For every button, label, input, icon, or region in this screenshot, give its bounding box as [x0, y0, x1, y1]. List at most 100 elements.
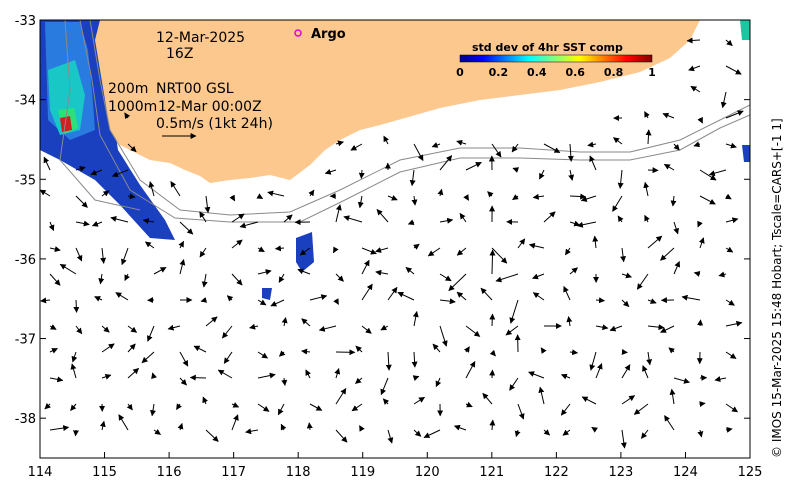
current-vector [633, 403, 649, 415]
current-vector [141, 351, 155, 364]
y-tick-label: -34 [15, 94, 36, 109]
current-vector [528, 242, 545, 249]
current-vector [124, 112, 131, 120]
current-vector [278, 273, 285, 283]
current-vector [509, 299, 519, 324]
current-vector [435, 377, 442, 388]
current-vector [609, 325, 623, 332]
current-vector [512, 167, 520, 173]
colorbar-tick-label: 0 [456, 66, 464, 79]
current-vector [725, 403, 738, 413]
current-vector [71, 351, 78, 363]
current-vector [495, 273, 519, 283]
current-vector [423, 429, 441, 438]
current-vector [482, 392, 493, 405]
current-vector [48, 221, 55, 232]
current-vector [127, 367, 140, 379]
current-vector [563, 285, 571, 301]
current-vector [668, 347, 675, 354]
current-vector [669, 388, 676, 405]
current-vector [725, 246, 734, 253]
current-vector [70, 363, 77, 379]
current-vector [101, 325, 110, 333]
current-vector [489, 369, 496, 379]
current-vector [127, 343, 136, 353]
x-tick-label: 116 [157, 465, 182, 480]
x-tick-label: 125 [738, 465, 763, 480]
current-vector [361, 325, 372, 334]
current-vector [463, 194, 470, 201]
current-vector [359, 425, 365, 432]
current-vector [621, 349, 628, 355]
current-vector [335, 273, 344, 282]
current-vector [387, 286, 398, 301]
current-vector [708, 169, 727, 177]
current-vectors [40, 37, 744, 449]
current-vector [532, 273, 545, 280]
current-vector [256, 193, 264, 200]
current-vector [333, 298, 339, 305]
isobath-label-1000: 1000m [108, 99, 157, 115]
current-vector [324, 168, 337, 175]
current-vector [49, 425, 70, 432]
current-vector [620, 247, 627, 263]
current-vector [620, 429, 627, 449]
current-vector [231, 402, 240, 408]
current-vector [512, 194, 519, 201]
current-vector [153, 266, 167, 275]
analysis-time-label: 12-Mar 00:00Z [158, 99, 262, 115]
current-vector [644, 214, 650, 223]
current-vector [569, 349, 579, 356]
current-vector [587, 141, 597, 148]
current-vector [355, 345, 363, 353]
current-vector [725, 142, 737, 149]
current-vector [673, 377, 690, 384]
current-vector [439, 217, 454, 224]
current-vector [613, 137, 623, 145]
current-vector [44, 402, 51, 410]
current-vector [646, 351, 653, 366]
current-vector [412, 375, 420, 381]
current-vector [489, 349, 496, 357]
x-tick-label: 117 [221, 465, 246, 480]
current-vector [375, 269, 389, 276]
x-tick-label: 119 [350, 465, 375, 480]
current-vector [686, 37, 701, 44]
current-vector [453, 424, 467, 431]
x-tick-label: 124 [673, 465, 698, 480]
isobath-lines [59, 20, 750, 223]
current-vector [193, 345, 207, 353]
current-vector [375, 247, 389, 253]
current-vector [118, 414, 129, 431]
current-vector [335, 204, 342, 223]
source-label: NRT00 GSL [156, 81, 234, 97]
current-vector [566, 316, 573, 327]
current-vector [647, 298, 657, 304]
current-vector [487, 191, 494, 198]
current-vector [73, 299, 80, 313]
current-vector [641, 429, 649, 439]
plot-frame [39, 19, 751, 459]
current-vector [621, 272, 632, 279]
current-vector [75, 195, 88, 208]
current-vector [459, 212, 467, 223]
hour-label: 16Z [166, 46, 193, 62]
current-vector [199, 247, 207, 258]
current-vector [595, 363, 603, 379]
current-vector [309, 294, 328, 301]
current-vector [358, 169, 365, 179]
current-vector [270, 299, 285, 307]
current-vector [465, 325, 481, 337]
current-vector [439, 273, 452, 282]
sst-stddev-patches [40, 20, 750, 300]
current-vector [75, 325, 83, 335]
current-vector [697, 319, 704, 327]
current-vector [382, 398, 390, 405]
current-vector [257, 403, 270, 412]
current-vector [59, 263, 77, 275]
x-tick-label: 120 [415, 465, 440, 480]
current-vector [124, 273, 130, 282]
current-vector [75, 220, 90, 227]
current-vector [517, 403, 525, 420]
current-vector [179, 221, 194, 235]
